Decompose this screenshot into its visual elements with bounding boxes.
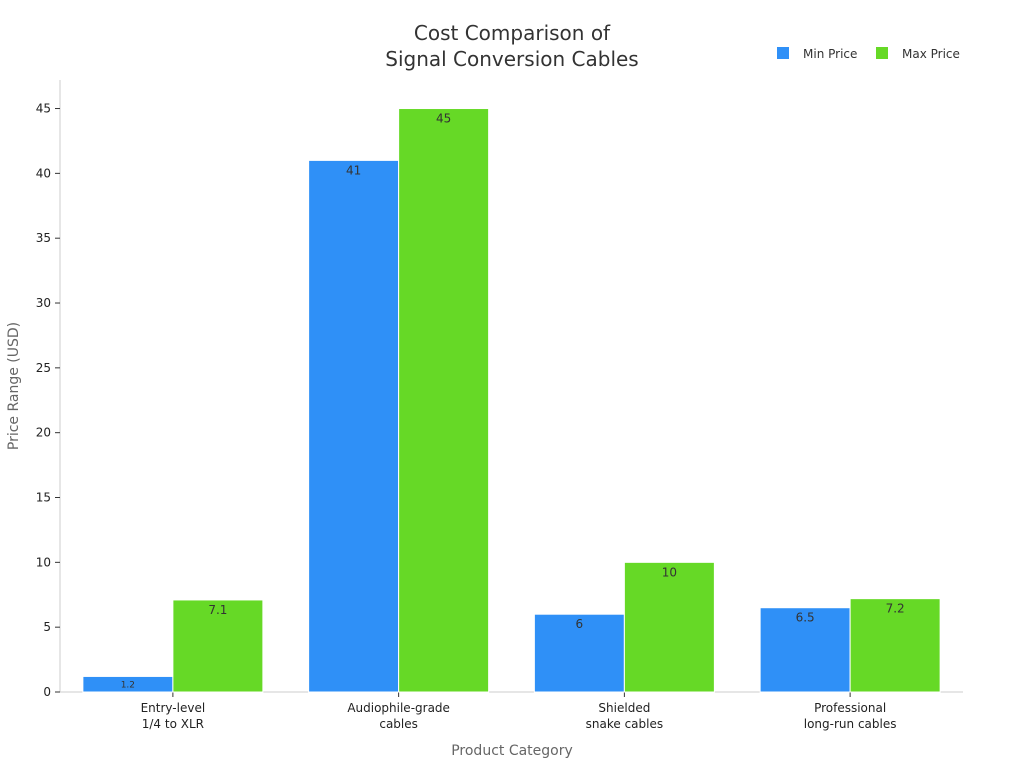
x-tick-label: cables <box>379 717 418 731</box>
y-tick-label: 20 <box>36 426 51 440</box>
y-tick-label: 5 <box>43 620 51 634</box>
bar-value-label: 6.5 <box>796 611 815 625</box>
x-tick-label: Shielded <box>598 701 650 715</box>
x-tick-label: Audiophile-grade <box>347 701 450 715</box>
x-tick-label: 1/4 to XLR <box>142 717 204 731</box>
bar-max-price <box>849 598 941 693</box>
y-tick-label: 40 <box>36 166 51 180</box>
bar-max-price <box>398 108 490 693</box>
bar-min-price <box>533 613 625 693</box>
bar-value-label: 45 <box>436 112 451 126</box>
legend-label-min-price: Min Price <box>803 47 857 61</box>
y-tick-label: 0 <box>43 685 51 699</box>
y-tick-label: 30 <box>36 296 51 310</box>
y-tick-label: 45 <box>36 102 51 116</box>
y-tick-label: 35 <box>36 231 51 245</box>
bar-value-label: 1.2 <box>121 680 135 690</box>
x-tick-label: Professional <box>814 701 886 715</box>
bar-max-price <box>172 599 264 693</box>
plot-area: 0 5 10 15 20 25 30 35 40 45 Entry-level 1/4 to XLR 1… <box>36 80 963 731</box>
x-tick-label: Entry-level <box>141 701 206 715</box>
bar-value-label: 7.1 <box>208 603 227 617</box>
legend: Min Price Max Price <box>777 47 960 61</box>
bar-min-price <box>308 159 400 693</box>
chart-title-line-1: Cost Comparison of <box>414 21 611 45</box>
x-axis-label: Product Category <box>451 743 573 759</box>
bar-max-price <box>623 561 715 693</box>
legend-label-max-price: Max Price <box>902 47 960 61</box>
chart-title-line-2: Signal Conversion Cables <box>385 47 638 71</box>
bar-value-label: 10 <box>662 565 677 579</box>
x-tick-label: long-run cables <box>804 717 897 731</box>
y-tick-label: 15 <box>36 491 51 505</box>
bar-value-label: 41 <box>346 163 361 177</box>
y-tick-label: 10 <box>36 555 51 569</box>
legend-swatch-min-price <box>777 47 789 59</box>
bar-min-price <box>759 607 851 693</box>
y-axis-label: Price Range (USD) <box>6 322 22 450</box>
bar-value-label: 6 <box>576 617 584 631</box>
legend-swatch-max-price <box>876 47 888 59</box>
x-tick-label: snake cables <box>586 717 663 731</box>
bar-value-label: 7.2 <box>886 602 905 616</box>
y-tick-label: 25 <box>36 361 51 375</box>
